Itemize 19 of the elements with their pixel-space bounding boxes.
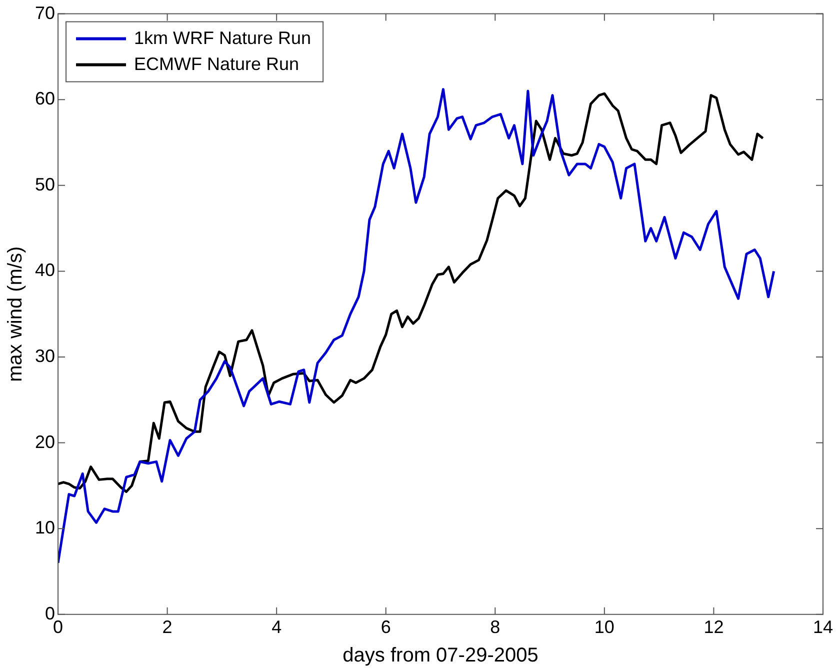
x-tick-label: 6	[380, 617, 391, 638]
x-tick-label: 4	[272, 617, 282, 638]
y-tick-label: 70	[34, 2, 56, 23]
x-tick-label: 2	[162, 617, 172, 638]
y-tick-label: 30	[34, 346, 56, 366]
x-tick-label: 10	[594, 617, 614, 638]
x-tick-label: 14	[812, 617, 834, 638]
y-tick-label: 0	[45, 603, 56, 624]
x-tick-label: 8	[490, 617, 500, 638]
x-axis-title: days from 07-29-2005	[342, 644, 538, 667]
y-tick-label: 50	[34, 174, 56, 194]
legend-label: 1km WRF Nature Run	[134, 28, 312, 48]
y-tick-label: 10	[34, 518, 56, 538]
x-tick-label: 12	[704, 617, 724, 638]
y-tick-label: 60	[34, 88, 56, 109]
y-tick-label: 20	[34, 432, 56, 452]
legend-label: ECMWF Nature Run	[134, 54, 300, 74]
y-tick-label: 40	[34, 260, 56, 280]
y-axis-title: max wind (m/s)	[4, 246, 27, 382]
